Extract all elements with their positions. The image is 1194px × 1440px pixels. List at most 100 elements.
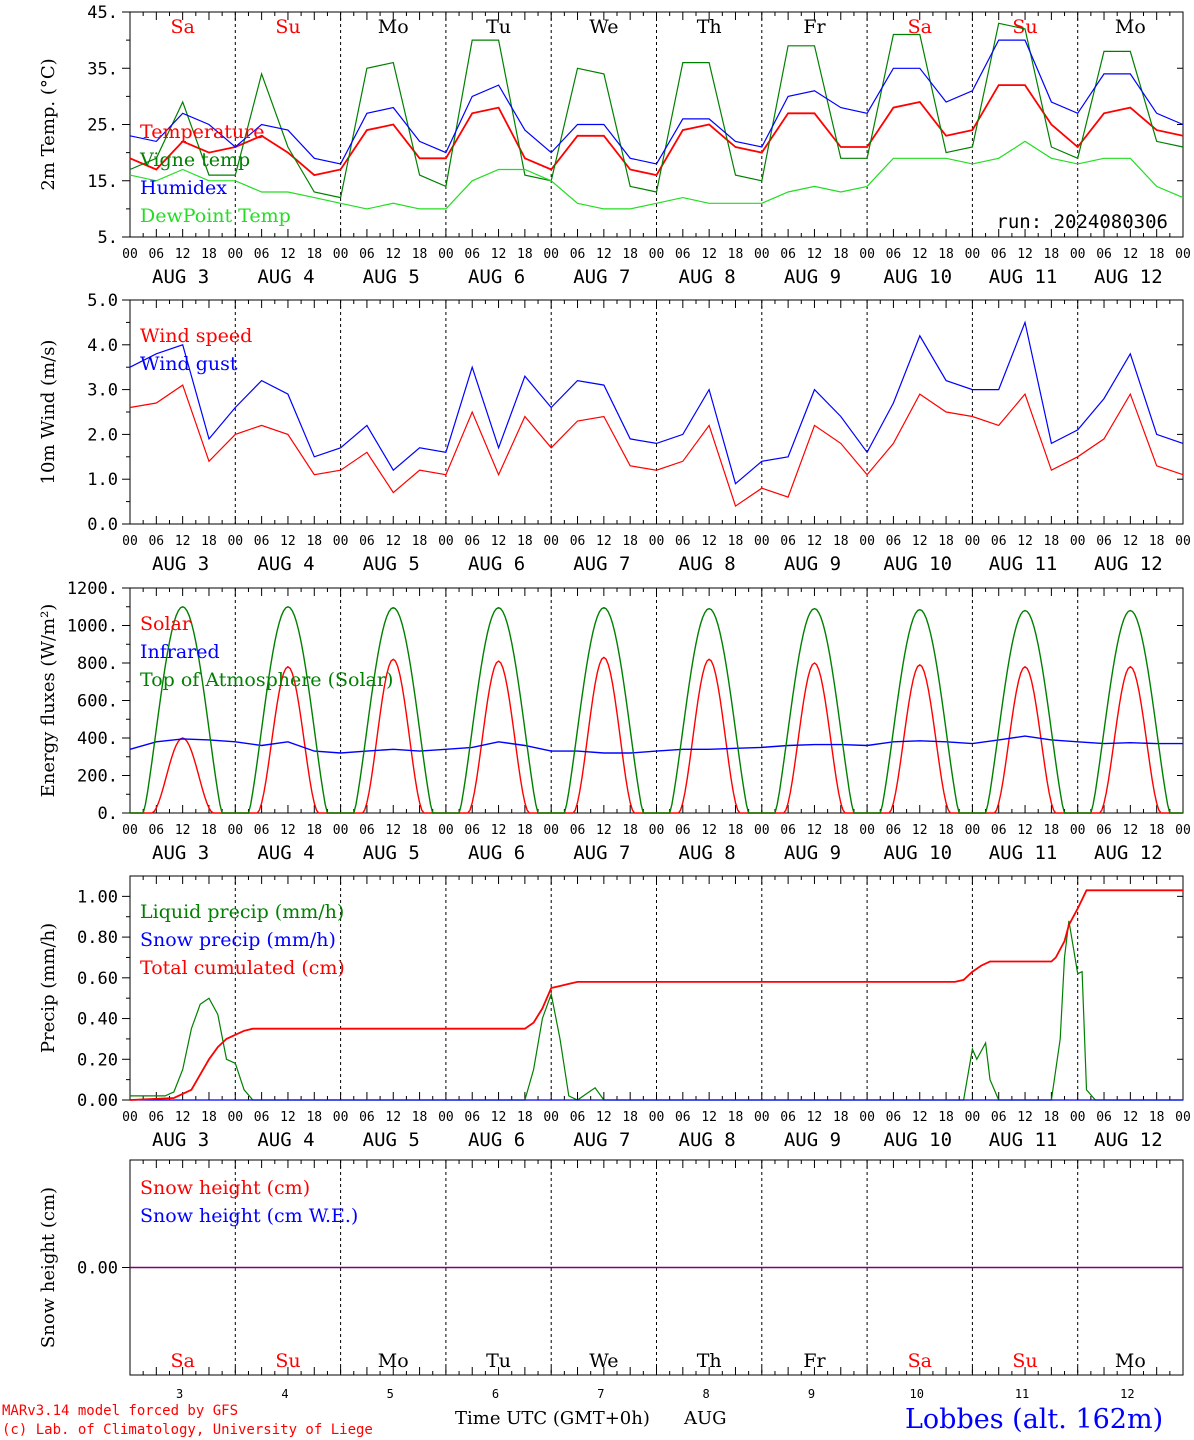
hour-label: 06: [886, 534, 902, 549]
hour-label: 00: [438, 247, 454, 262]
hour-label: 00: [859, 1110, 875, 1125]
day-name: Mo: [1115, 16, 1146, 38]
hour-label: 18: [938, 823, 954, 838]
hour-label: 18: [728, 823, 744, 838]
day-number: 10: [910, 1387, 924, 1401]
snow-y-label: Snow height (cm): [38, 1187, 59, 1348]
hour-label: 18: [728, 1110, 744, 1125]
date-label: AUG 8: [679, 553, 736, 575]
day-number: 12: [1120, 1387, 1134, 1401]
date-label: AUG 12: [1094, 553, 1163, 575]
hour-label: 06: [991, 247, 1007, 262]
hour-label: 12: [701, 1110, 717, 1125]
hour-label: 06: [359, 1110, 375, 1125]
hour-label: 18: [306, 823, 322, 838]
hour-label: 06: [464, 1110, 480, 1125]
hour-label: 18: [728, 247, 744, 262]
y-tick-label: 35.: [87, 59, 118, 79]
hour-label: 18: [622, 534, 638, 549]
hour-label: 00: [438, 823, 454, 838]
energy-panel: 1200. 1000. 800. 600. 400. 200. 0. Energy fluxe…: [38, 579, 1191, 864]
hour-label: 18: [306, 247, 322, 262]
hour-label: 12: [1017, 823, 1033, 838]
day-number: 6: [492, 1387, 499, 1401]
day-name: Su: [1012, 16, 1037, 38]
hour-label: 00: [1070, 247, 1086, 262]
day-name: Su: [275, 16, 300, 38]
y-tick-label: 0.60: [77, 969, 118, 989]
date-label: AUG 9: [784, 553, 841, 575]
hour-label: 06: [991, 1110, 1007, 1125]
hour-label: 06: [464, 247, 480, 262]
hour-label: 00: [333, 247, 349, 262]
hour-label: 18: [833, 1110, 849, 1125]
hour-label: 00: [122, 1110, 138, 1125]
hour-label: 06: [254, 1110, 270, 1125]
date-label: AUG 10: [883, 1129, 952, 1151]
hour-label: 18: [833, 247, 849, 262]
date-label: AUG 4: [257, 553, 314, 575]
hour-label: 12: [175, 247, 191, 262]
hour-label: 12: [491, 247, 507, 262]
day-number: 3: [176, 1387, 183, 1401]
date-label: AUG 3: [152, 553, 209, 575]
hour-label: 00: [543, 247, 559, 262]
hour-label: 18: [938, 1110, 954, 1125]
y-tick-label: 5.: [98, 228, 118, 248]
hour-label: 06: [780, 1110, 796, 1125]
legend-entry: Top of Atmosphere (Solar): [140, 669, 393, 691]
hour-label: 12: [596, 247, 612, 262]
hour-label: 18: [306, 1110, 322, 1125]
date-label: AUG 11: [989, 1129, 1058, 1151]
energy-frame: [129, 587, 1184, 814]
hour-label: 12: [701, 534, 717, 549]
date-label: AUG 3: [152, 1129, 209, 1151]
hour-label: 00: [754, 534, 770, 549]
hour-label: 00: [754, 823, 770, 838]
date-label: AUG 11: [989, 842, 1058, 864]
hour-label: 18: [938, 534, 954, 549]
hour-label: 12: [1017, 1110, 1033, 1125]
hour-label: 18: [517, 1110, 533, 1125]
hour-label: 18: [833, 534, 849, 549]
hour-label: 06: [148, 1110, 164, 1125]
hour-label: 00: [1070, 823, 1086, 838]
date-label: AUG 10: [883, 553, 952, 575]
date-label: AUG 10: [883, 266, 952, 288]
hour-label: 12: [596, 534, 612, 549]
temperature-panel: 45. 35. 25. 15. 5. 2m Temp. (°C) 00 06 12 18 AUG 3…: [38, 3, 1191, 288]
hour-label: 12: [175, 534, 191, 549]
hour-label: 18: [517, 247, 533, 262]
hour-label: 18: [517, 534, 533, 549]
model-credit: MARv3.14 model forced by GFS: [2, 1403, 238, 1419]
hour-label: 18: [201, 247, 217, 262]
date-label: AUG 9: [784, 1129, 841, 1151]
day-number: 7: [597, 1387, 604, 1401]
hour-label: 06: [359, 823, 375, 838]
y-tick-label: 1200.: [67, 579, 118, 599]
series-line: [129, 735, 1183, 754]
hour-label: 18: [517, 823, 533, 838]
y-tick-label: 0.80: [77, 928, 118, 948]
hour-label: 12: [280, 823, 296, 838]
hour-label: 06: [1096, 534, 1112, 549]
hour-label: 00: [965, 1110, 981, 1125]
hour-label: 06: [570, 823, 586, 838]
hour-label: 18: [1044, 823, 1060, 838]
hour-label: 00: [649, 823, 665, 838]
hour-label: 12: [596, 823, 612, 838]
hour-label: 00: [1175, 823, 1191, 838]
hour-label: 00: [754, 1110, 770, 1125]
hour-label: 06: [148, 534, 164, 549]
hour-label: 06: [886, 247, 902, 262]
hour-label: 12: [1123, 247, 1139, 262]
y-tick-label: 0.0: [87, 515, 118, 535]
day-name: We: [589, 1350, 618, 1372]
hour-label: 06: [570, 534, 586, 549]
day-name: Fr: [803, 16, 826, 38]
hour-label: 00: [1070, 534, 1086, 549]
hour-label: 18: [201, 534, 217, 549]
date-label: AUG 11: [989, 553, 1058, 575]
date-label: AUG 11: [989, 266, 1058, 288]
